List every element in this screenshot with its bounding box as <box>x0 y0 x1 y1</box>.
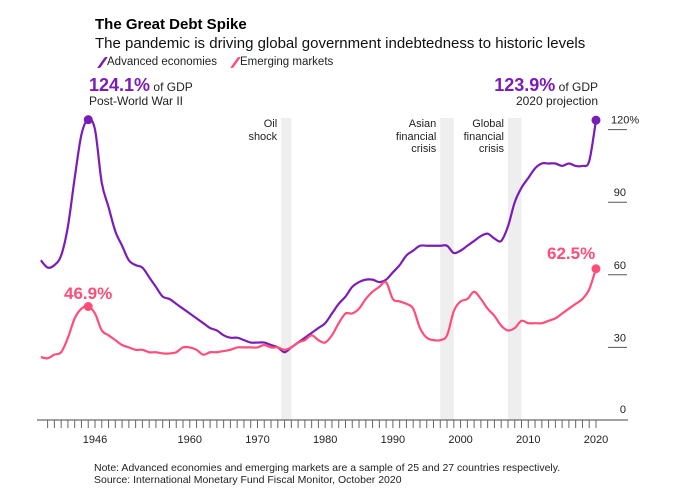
x-tick-label: 1946 <box>83 434 107 446</box>
x-tick-label: 1970 <box>245 434 269 446</box>
annotation-postwar-caption: Post-World War II <box>89 94 184 108</box>
y-tick-label: 60 <box>614 260 626 272</box>
footer-note-text: Note: Advanced economies and emerging ma… <box>94 462 561 474</box>
x-tick-label: 1960 <box>178 434 202 446</box>
emerging-end-label: 62.5% <box>547 244 596 263</box>
annotation-2020: 123.9% of GDP 2020 projection <box>494 75 598 108</box>
series-lines <box>39 115 601 360</box>
x-tick-label: 1990 <box>381 434 405 446</box>
x-tick-label: 2020 <box>584 434 608 446</box>
y-tick-label: 30 <box>614 332 626 344</box>
annotation-2020-value: 123.9% <box>494 75 556 95</box>
emerging-markets-line <box>40 268 598 360</box>
x-tick-label: 1980 <box>313 434 337 446</box>
annotation-postwar: 124.1% of GDP Post-World War II <box>89 75 193 108</box>
event-band-label: Asian financial crisis <box>395 118 437 155</box>
annotation-2020-caption: 2020 projection <box>515 94 598 108</box>
event-band-label: Global financial crisis <box>463 118 504 155</box>
legend-label-advanced: Advanced economies <box>107 56 217 68</box>
legend-item-advanced: Advanced economies <box>97 56 217 68</box>
annotation-postwar-suffix: of GDP <box>150 80 193 94</box>
event-band-label: Oil shock <box>248 118 278 143</box>
axes: 1946 1960 1970 1980 1990 2000 2010 2020 0 30 60 90 1… <box>37 115 639 446</box>
annotation-dot <box>591 264 601 274</box>
legend: Advanced economies Emerging markets <box>97 56 334 68</box>
annotation-dot <box>83 302 93 312</box>
x-tick-label: 2000 <box>448 434 472 446</box>
y-tick-label: 0 <box>620 404 626 416</box>
event-band <box>440 118 454 420</box>
footer-note: Note: Advanced economies and emerging ma… <box>94 462 560 486</box>
annotation-dot <box>591 115 601 125</box>
y-tick-label: 120% <box>611 115 639 127</box>
emerging-peak-label: 46.9% <box>64 284 113 303</box>
chart-subtitle: The pandemic is driving global governmen… <box>95 35 586 52</box>
chart-title: The Great Debt Spike <box>95 16 247 33</box>
y-tick-label: 90 <box>614 187 626 199</box>
event-bands <box>281 118 522 420</box>
legend-item-emerging: Emerging markets <box>230 56 334 68</box>
legend-label-emerging: Emerging markets <box>239 56 334 68</box>
footer-source-text: Source: International Monetary Fund Fisc… <box>94 474 402 486</box>
annotation-2020-suffix: of GDP <box>555 80 598 94</box>
event-band <box>507 118 522 420</box>
x-tick-label: 2010 <box>516 434 540 446</box>
advanced-economies-line <box>39 118 598 354</box>
annotation-dot <box>83 115 93 125</box>
annotation-postwar-value: 124.1% <box>89 75 151 95</box>
event-band <box>281 118 292 420</box>
